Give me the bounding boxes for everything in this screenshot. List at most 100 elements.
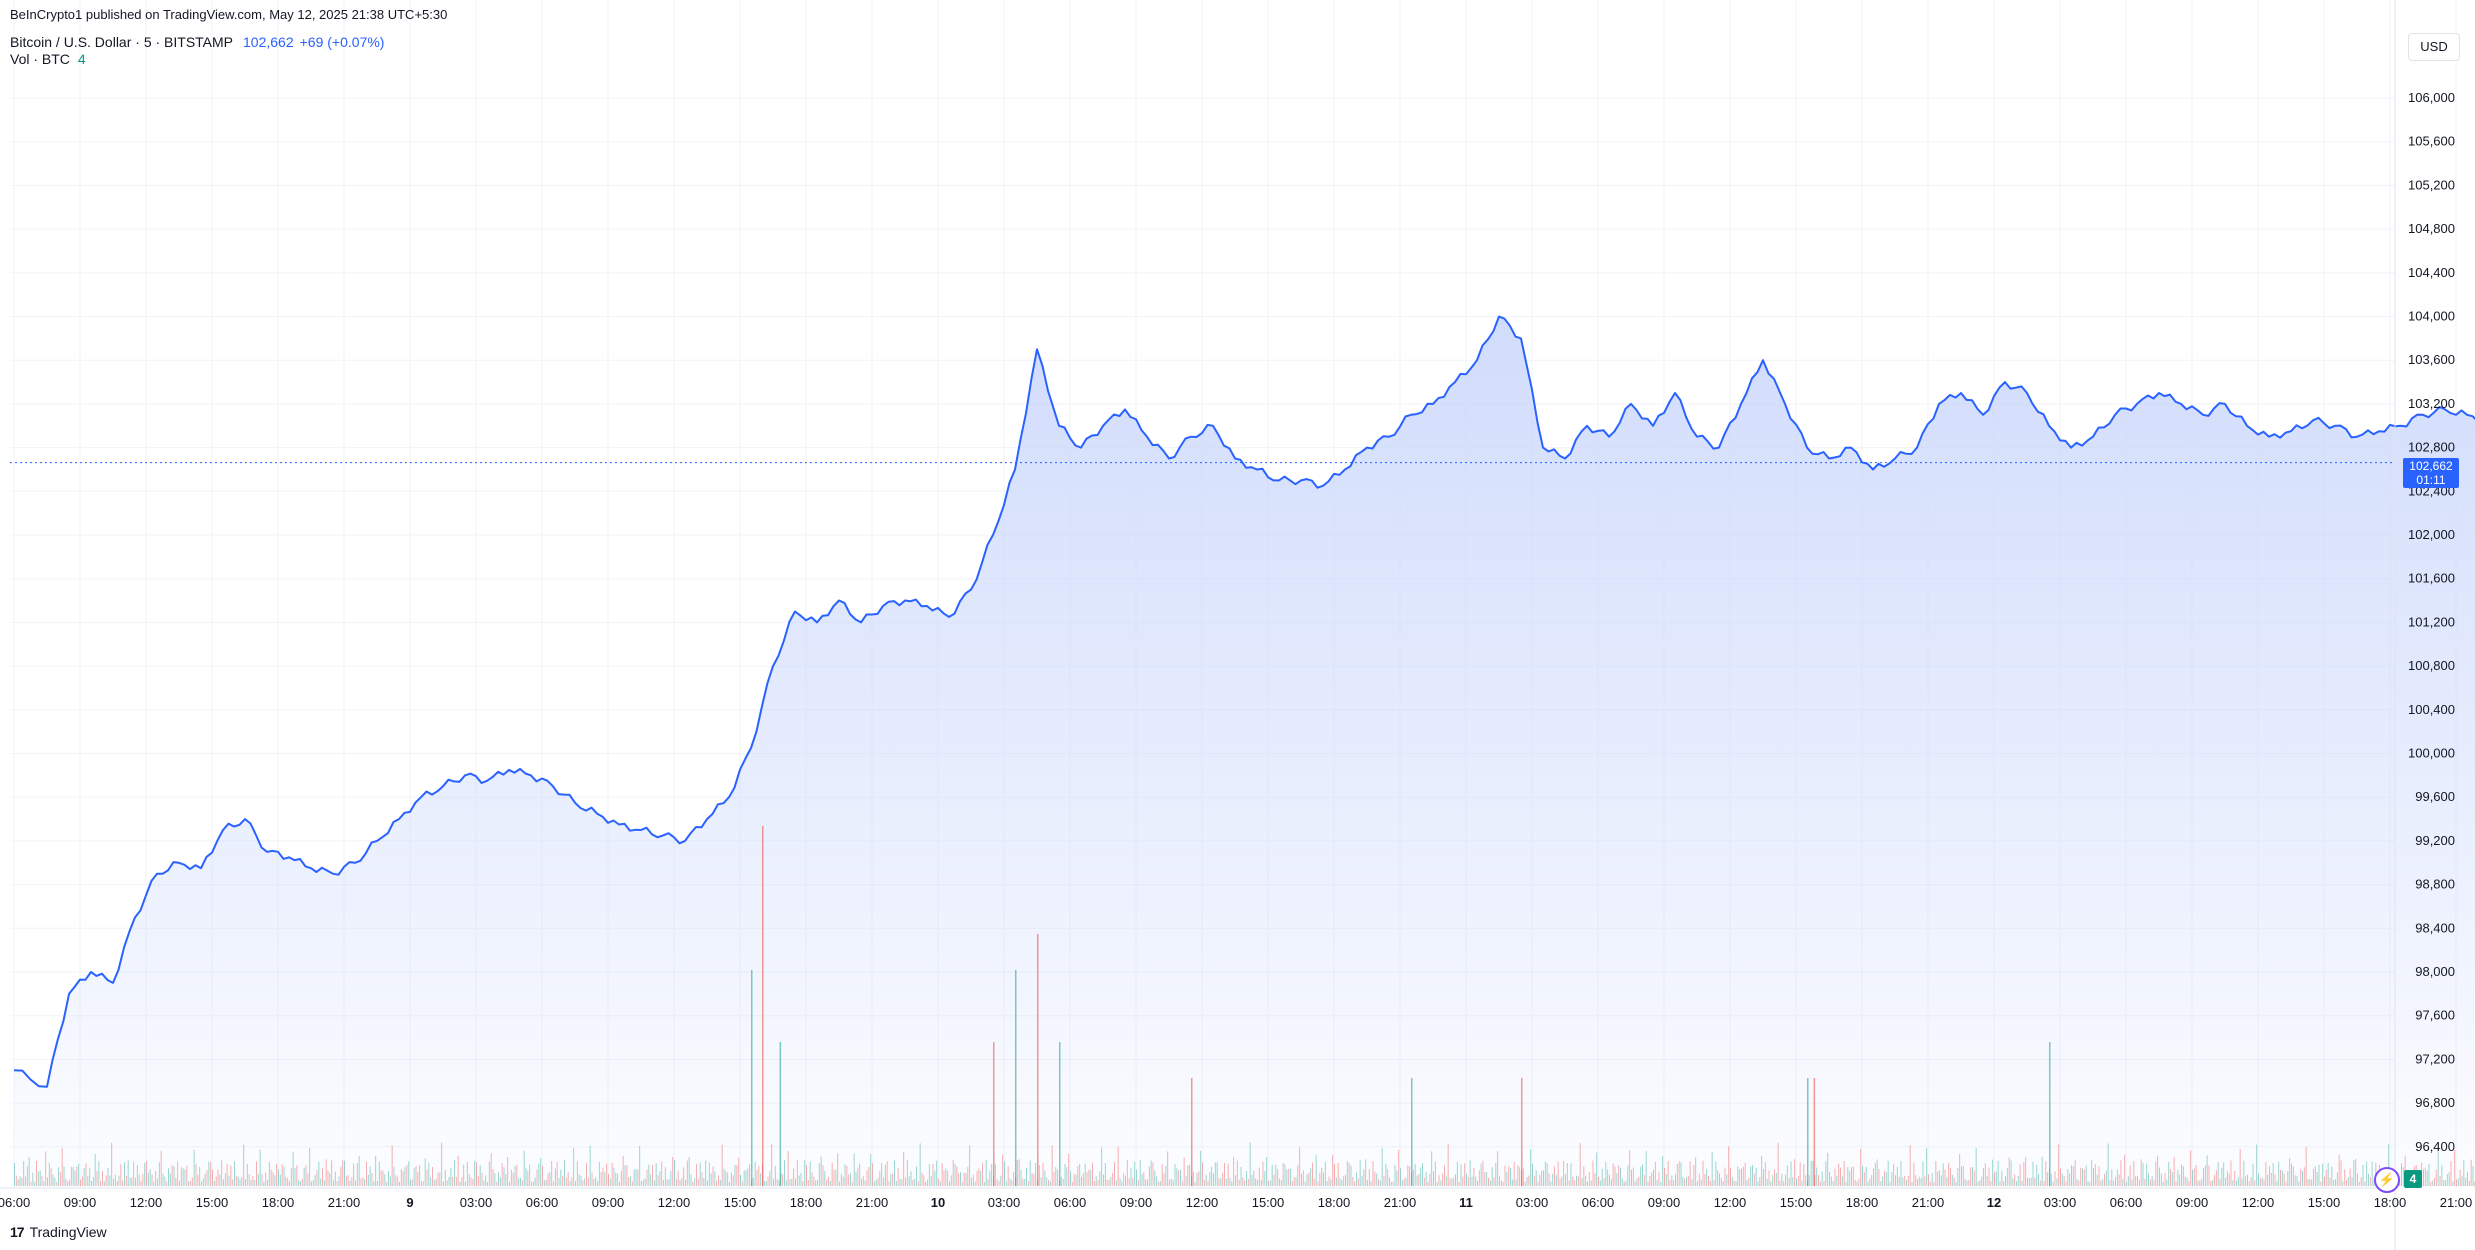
volume-bar: [1427, 1181, 1429, 1186]
volume-bar: [1715, 1161, 1717, 1186]
volume-bar: [1136, 1169, 1137, 1186]
volume-bar: [1942, 1163, 1944, 1186]
volume-bar: [437, 1172, 439, 1186]
volume-bar: [1871, 1175, 1873, 1186]
volume-bar: [795, 1178, 796, 1186]
volume-bar: [2450, 1160, 2452, 1186]
volume-bar: [2034, 1177, 2036, 1186]
volume-bar: [994, 1163, 996, 1186]
volume-bar: [1060, 1176, 1062, 1186]
volume-bar: [824, 1171, 826, 1186]
volume-bar: [2342, 1181, 2344, 1186]
volume-bar: [457, 1155, 459, 1186]
volume-bar: [395, 1175, 397, 1186]
volume-bar: [250, 1179, 252, 1186]
volume-bar: [2144, 1178, 2146, 1186]
volume-bar: [576, 1161, 578, 1186]
volume-bar: [1123, 1173, 1125, 1186]
volume-bar: [1328, 1176, 1330, 1186]
volume-bar: [1251, 1174, 1253, 1186]
volume-bar: [490, 1153, 492, 1186]
volume-bar: [2025, 1157, 2027, 1186]
volume-bar: [617, 1173, 619, 1186]
volume-bar: [582, 1180, 584, 1186]
volume-bar: [736, 1165, 738, 1186]
volume-bar: [2459, 1169, 2461, 1186]
volume-bar: [710, 1173, 712, 1186]
volume-bar: [1704, 1174, 1706, 1186]
volume-bar: [1940, 1175, 1942, 1186]
volume-bar: [444, 1169, 446, 1186]
volume-bar: [14, 1163, 15, 1186]
volume-spike-bar: [779, 1042, 782, 1186]
volume-bar: [114, 1174, 116, 1186]
volume-bar: [730, 1172, 732, 1186]
lightning-icon[interactable]: ⚡: [2374, 1167, 2400, 1193]
volume-bar: [2228, 1173, 2230, 1186]
volume-bar: [1748, 1177, 1750, 1186]
volume-bar: [861, 1179, 862, 1186]
volume-bar: [1684, 1178, 1686, 1186]
volume-bar: [1249, 1142, 1251, 1186]
volume-bar: [2226, 1171, 2228, 1186]
volume-bar: [312, 1179, 314, 1186]
volume-bar: [1346, 1161, 1348, 1186]
volume-bar: [129, 1177, 131, 1186]
volume-bar: [1445, 1176, 1447, 1186]
volume-bar: [2138, 1179, 2140, 1186]
time-axis[interactable]: 06:00 09:00 12:00 15:00 18:00 21:00 9 03:00 06:0…: [0, 1195, 2472, 1210]
volume-bar: [362, 1177, 364, 1186]
volume-bar: [1511, 1179, 1513, 1186]
volume-bar: [1475, 1176, 1477, 1186]
volume-bar: [1422, 1163, 1423, 1186]
price-tick-label: 100,000: [2408, 746, 2455, 761]
volume-bar: [657, 1175, 659, 1186]
volume-bar: [1401, 1180, 1403, 1186]
volume-spike-bar: [1191, 1078, 1193, 1186]
volume-bar: [1796, 1178, 1797, 1186]
volume-bar: [919, 1143, 921, 1186]
volume-bar: [2164, 1172, 2166, 1186]
volume-bar: [2358, 1181, 2360, 1186]
time-tick-label: 06:00: [0, 1195, 30, 1210]
volume-bar: [2109, 1180, 2111, 1186]
volume-bar: [1616, 1173, 1618, 1186]
volume-bar: [1618, 1165, 1620, 1186]
volume-bar: [597, 1181, 598, 1186]
volume-bar: [468, 1174, 470, 1186]
volume-bar: [1385, 1163, 1387, 1186]
currency-button[interactable]: USD: [2408, 33, 2460, 61]
volume-bar: [982, 1162, 983, 1186]
time-tick-label: 06:00: [1582, 1195, 1615, 1210]
volume-bar: [1686, 1177, 1687, 1186]
symbol-legend[interactable]: Bitcoin / U.S. Dollar · 5 · BITSTAMP 102,…: [10, 34, 384, 50]
volume-bar: [1788, 1177, 1790, 1186]
volume-bar: [729, 1181, 730, 1186]
volume-bar: [732, 1175, 734, 1186]
volume-bar: [246, 1163, 248, 1186]
volume-bar: [2054, 1171, 2056, 1186]
volume-bar: [2102, 1178, 2104, 1186]
volume-bar: [74, 1170, 76, 1186]
volume-bar: [2177, 1170, 2179, 1186]
volume-bar: [1368, 1168, 1370, 1186]
volume-bar: [355, 1180, 356, 1186]
volume-bar: [1755, 1167, 1757, 1186]
volume-bar: [954, 1164, 956, 1186]
volume-bar: [1273, 1174, 1275, 1186]
volume-bar: [796, 1160, 798, 1186]
tradingview-branding[interactable]: 17 TradingView: [10, 1224, 107, 1240]
volume-bar: [672, 1156, 674, 1186]
volume-bar: [2454, 1150, 2456, 1186]
volume-bar: [1280, 1180, 1282, 1186]
volume-bar: [943, 1170, 945, 1186]
volume-bar: [2179, 1174, 2181, 1186]
volume-bar: [2115, 1176, 2116, 1186]
volume-bar: [1442, 1173, 1444, 1186]
volume-bar: [2443, 1180, 2445, 1186]
volume-bar: [571, 1177, 573, 1186]
volume-bar: [2340, 1160, 2342, 1186]
volume-legend[interactable]: Vol · BTC 4: [10, 51, 86, 67]
volume-bar: [366, 1161, 367, 1186]
